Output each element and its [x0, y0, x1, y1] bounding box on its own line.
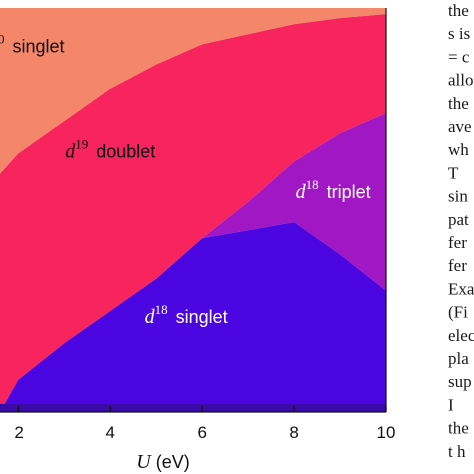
side-text-line: the: [448, 419, 469, 438]
side-text-line: sin: [448, 187, 468, 206]
x-tick-label-4: 4: [106, 423, 115, 442]
bottom-strip: [0, 403, 386, 412]
side-text-line: ave: [448, 117, 472, 136]
region-label-d18-triplet: d18 triplet: [296, 177, 371, 203]
side-text-line: the: [448, 94, 469, 113]
side-text-line: elec: [448, 326, 474, 345]
side-text-line: = c: [448, 47, 470, 66]
side-text-line: T: [448, 163, 459, 182]
plot-area: [0, 8, 386, 412]
x-tick-label-2: 2: [14, 423, 23, 442]
region-label-d20-singlet: d20singlet: [0, 31, 64, 57]
side-text-line: pat: [448, 210, 469, 229]
region-d18-singlet: [0, 222, 386, 412]
x-tick-label-10: 10: [377, 423, 396, 442]
side-text-line: t h: [448, 442, 466, 461]
region-d20-singlet: [0, 8, 386, 174]
side-text-line: Exa: [448, 279, 474, 298]
x-tick-label-6: 6: [197, 423, 206, 442]
x-axis-title: U (eV): [136, 451, 189, 473]
region-label-d18-singlet: d18 singlet: [145, 302, 228, 328]
side-text-line: fer: [448, 233, 467, 252]
side-text-line: s is: [448, 24, 470, 43]
side-text-line: fer: [448, 256, 467, 275]
side-text-line: wh: [448, 140, 469, 159]
side-text-line: pla: [448, 349, 469, 368]
side-text-line: (Fi: [448, 303, 468, 322]
region-label-d19-doublet: d19 doublet: [65, 136, 155, 162]
side-text-line: I: [448, 395, 454, 414]
side-text-line: allo: [448, 71, 474, 90]
region-d19-doublet: [0, 14, 386, 412]
x-tick-label-8: 8: [289, 423, 298, 442]
region-d18-triplet: [0, 113, 386, 412]
side-text-line: the: [448, 1, 469, 20]
side-text-line: sup: [448, 372, 472, 391]
x-axis: 2 4 6 8 10: [0, 8, 395, 442]
